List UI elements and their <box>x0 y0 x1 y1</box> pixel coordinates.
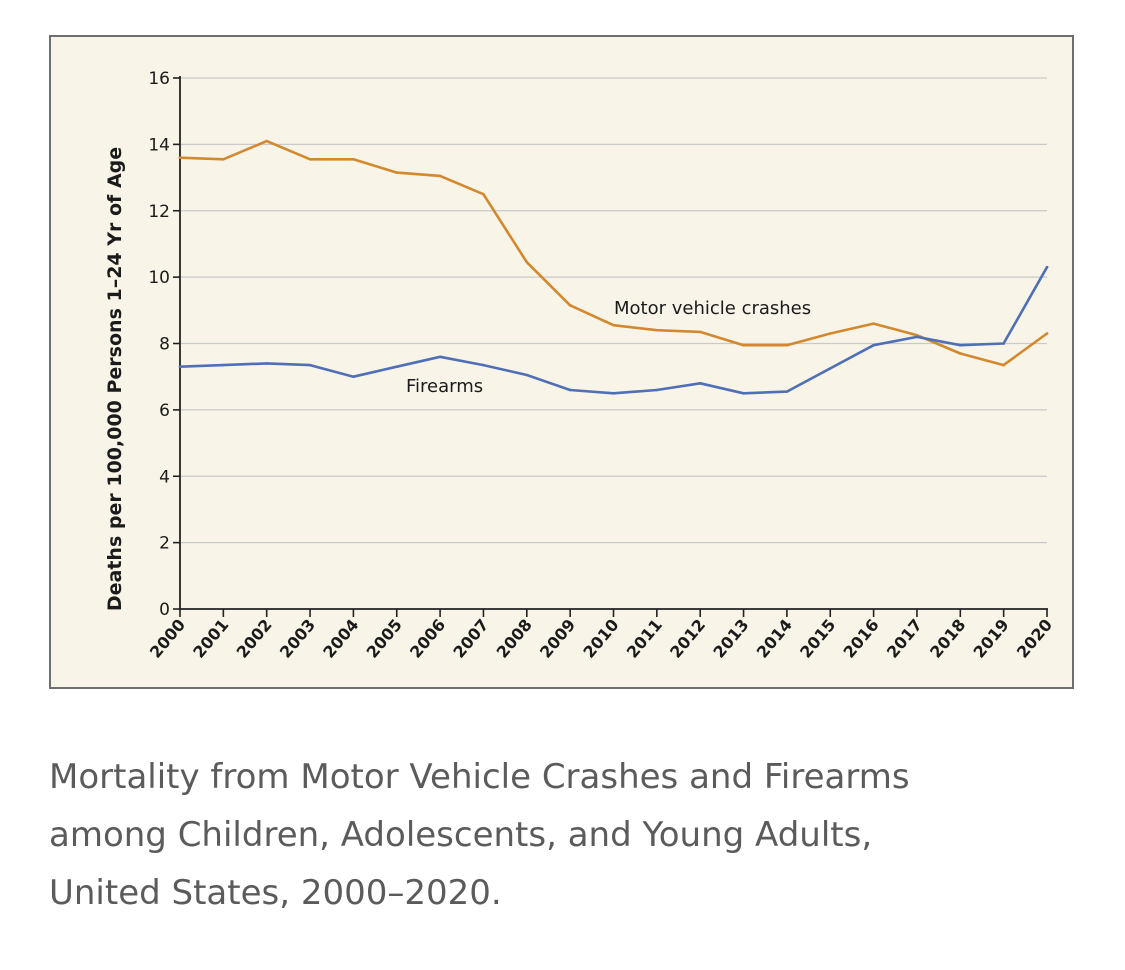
series-label-firearms: Firearms <box>406 376 483 397</box>
y-tick-label: 0 <box>159 600 170 620</box>
x-tick-label: 2003 <box>276 615 319 661</box>
y-tick-label: 16 <box>148 69 170 89</box>
x-tick-label: 2020 <box>1013 615 1056 661</box>
data-point-firearms <box>352 375 355 378</box>
data-point-firearms <box>1002 342 1005 345</box>
data-point-firearms <box>698 382 702 385</box>
data-point-motor-vehicle-crashes <box>438 174 442 178</box>
data-point-firearms <box>872 343 875 347</box>
data-point-motor-vehicle-crashes <box>482 192 485 196</box>
axes <box>173 76 1048 617</box>
x-tick-label: 2017 <box>883 615 926 661</box>
data-point-firearms <box>915 335 919 339</box>
data-point-motor-vehicle-crashes <box>222 158 225 161</box>
x-tick-label: 2008 <box>493 615 536 661</box>
data-point-motor-vehicle-crashes <box>742 343 745 347</box>
y-tick-label: 8 <box>159 335 170 355</box>
data-point-motor-vehicle-crashes <box>525 260 529 264</box>
x-tick-label: 2009 <box>536 615 579 661</box>
data-point-firearms <box>612 391 615 395</box>
caption-line-1: Mortality from Motor Vehicle Crashes and… <box>49 757 910 797</box>
x-tick-labels: 2000 2001 2002 2003 2004 2005 2006 2007 2008 2009… <box>146 615 1056 661</box>
data-point-motor-vehicle-crashes <box>1002 363 1005 367</box>
data-point-motor-vehicle-crashes <box>395 171 399 174</box>
data-point-motor-vehicle-crashes <box>612 323 615 327</box>
data-point-firearms <box>438 355 442 359</box>
caption-line-3: United States, 2000–2020. <box>49 873 502 913</box>
data-point-firearms <box>395 365 399 369</box>
x-tick-label: 2007 <box>449 615 492 661</box>
series-label-motor-vehicle: Motor vehicle crashes <box>614 298 811 319</box>
data-point-motor-vehicle-crashes <box>178 156 182 159</box>
data-point-motor-vehicle-crashes <box>655 328 659 332</box>
x-tick-label: 2014 <box>753 615 796 661</box>
y-axis-title: Deaths per 100,000 Persons 1–24 Yr of Ag… <box>104 147 126 611</box>
data-point-motor-vehicle-crashes <box>959 352 962 355</box>
y-tick-label: 14 <box>148 135 170 155</box>
series-line-firearms <box>178 265 1049 395</box>
y-tick-label: 12 <box>148 202 170 222</box>
x-tick-label: 2011 <box>623 615 666 661</box>
y-tick-label: 4 <box>159 467 170 487</box>
series-line-motor-vehicle-crashes <box>178 139 1049 367</box>
data-point-motor-vehicle-crashes <box>308 158 312 161</box>
x-tick-label: 2013 <box>709 615 752 661</box>
data-point-motor-vehicle-crashes <box>1045 332 1049 335</box>
data-point-firearms <box>222 363 225 367</box>
figure-caption: Mortality from Motor Vehicle Crashes and… <box>49 748 1089 922</box>
data-point-motor-vehicle-crashes <box>828 332 832 335</box>
data-point-firearms <box>525 373 529 377</box>
x-tick-label: 2016 <box>839 615 882 661</box>
grid-lines <box>180 77 1047 544</box>
x-tick-label: 2015 <box>796 615 839 661</box>
x-tick-label: 2018 <box>926 615 969 661</box>
data-point-firearms <box>308 363 312 367</box>
x-tick-label: 2012 <box>666 615 709 661</box>
x-tick-label: 2000 <box>146 615 189 661</box>
data-point-firearms <box>742 391 745 395</box>
data-point-firearms <box>482 363 485 367</box>
data-point-firearms <box>959 343 962 347</box>
y-tick-labels: 0 2 4 6 8 10 12 14 16 <box>148 69 170 620</box>
data-point-firearms <box>655 388 659 392</box>
data-point-firearms <box>265 362 268 365</box>
data-point-firearms <box>178 365 182 369</box>
data-point-motor-vehicle-crashes <box>698 330 702 334</box>
x-tick-label: 2019 <box>970 615 1013 661</box>
data-point-motor-vehicle-crashes <box>872 322 875 325</box>
chart-panel: 0 2 4 6 8 10 12 14 16 2000 2001 2002 2003 2004 2005 20… <box>49 35 1074 689</box>
data-point-firearms <box>828 367 832 370</box>
data-point-motor-vehicle-crashes <box>785 343 789 347</box>
x-tick-label: 2005 <box>363 615 406 661</box>
y-tick-label: 2 <box>159 534 170 554</box>
x-tick-label: 2004 <box>319 615 362 661</box>
data-point-motor-vehicle-crashes <box>352 158 355 161</box>
data-point-motor-vehicle-crashes <box>265 139 268 143</box>
data-series <box>178 139 1049 395</box>
data-point-firearms <box>1045 265 1049 269</box>
data-point-firearms <box>568 388 572 392</box>
data-point-motor-vehicle-crashes <box>568 304 572 307</box>
x-tick-label: 2001 <box>189 615 232 661</box>
caption-line-2: among Children, Adolescents, and Young A… <box>49 815 873 855</box>
y-tick-label: 10 <box>148 268 170 288</box>
x-tick-label: 2002 <box>233 615 276 661</box>
x-tick-label: 2010 <box>579 615 622 661</box>
x-tick-label: 2006 <box>406 615 449 661</box>
data-point-firearms <box>785 390 789 393</box>
y-tick-label: 6 <box>159 401 170 421</box>
